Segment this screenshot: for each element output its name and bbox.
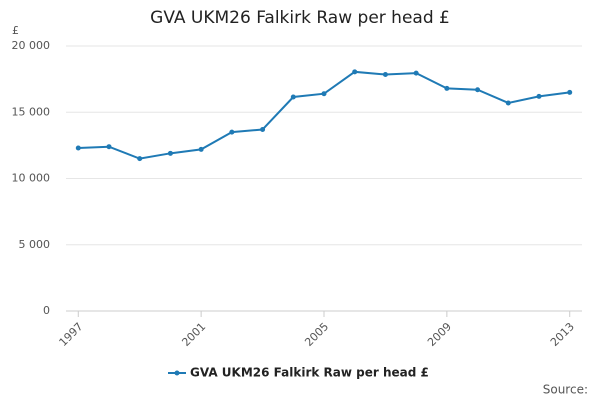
- x-tick-label: 2005: [302, 320, 331, 349]
- y-tick-label: 0: [43, 304, 50, 317]
- point: [475, 87, 481, 93]
- x-tick-label: 2001: [179, 320, 208, 349]
- point: [137, 156, 143, 162]
- x-tick-label: 1997: [57, 320, 86, 349]
- y-tick-label: 15 000: [12, 105, 51, 118]
- point: [382, 71, 388, 77]
- point: [260, 126, 266, 132]
- y-tick-label: 20 000: [12, 39, 51, 52]
- point: [290, 94, 296, 100]
- y-axis-label: £: [12, 24, 19, 37]
- legend-label: GVA UKM26 Falkirk Raw per head £: [190, 366, 429, 380]
- point: [352, 69, 358, 75]
- y-tick-label: 5 000: [19, 238, 51, 251]
- x-tick-label: 2009: [425, 320, 454, 349]
- point: [413, 70, 419, 76]
- line: [78, 70, 570, 160]
- point: [106, 144, 112, 150]
- point: [321, 91, 327, 97]
- point: [198, 146, 204, 152]
- y-tick-label: 10 000: [12, 172, 51, 185]
- point: [167, 150, 173, 156]
- source: Source:: [543, 383, 588, 397]
- point: [567, 89, 573, 95]
- point: [505, 100, 511, 106]
- point: [444, 85, 450, 91]
- point: [536, 93, 542, 99]
- point: [75, 145, 81, 151]
- chart-title: GVA UKM26 Falkirk Raw per head £: [150, 8, 450, 28]
- legend-marker: [174, 370, 180, 376]
- x-tick-label: 2013: [548, 320, 577, 349]
- point: [229, 129, 235, 135]
